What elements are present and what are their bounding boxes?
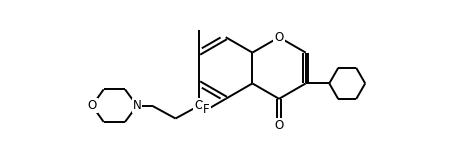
Text: O: O xyxy=(195,99,204,112)
Text: N: N xyxy=(133,99,141,112)
Text: O: O xyxy=(87,99,97,112)
Text: O: O xyxy=(274,31,284,44)
Text: O: O xyxy=(274,119,284,132)
Text: F: F xyxy=(203,103,210,116)
